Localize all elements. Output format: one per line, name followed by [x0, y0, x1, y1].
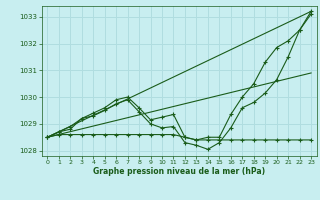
X-axis label: Graphe pression niveau de la mer (hPa): Graphe pression niveau de la mer (hPa)	[93, 167, 265, 176]
